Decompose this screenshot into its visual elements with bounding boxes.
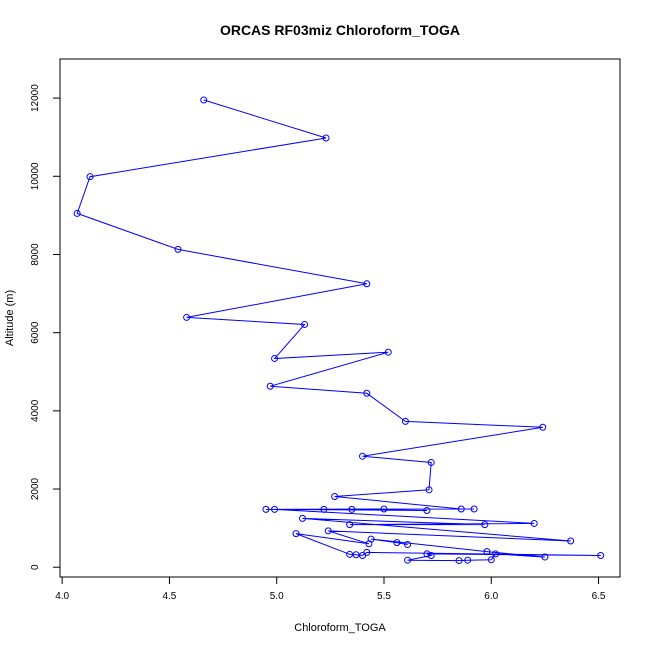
data-point bbox=[423, 507, 431, 515]
data-point bbox=[401, 417, 409, 425]
data-point bbox=[363, 389, 371, 397]
data-point bbox=[320, 505, 328, 513]
data-point bbox=[183, 313, 191, 321]
data-point bbox=[404, 541, 412, 549]
data-point bbox=[367, 535, 375, 543]
data-point bbox=[200, 96, 208, 104]
y-axis: 0 2000 4000 6000 8000 10000 12000 bbox=[30, 84, 60, 570]
data-point bbox=[271, 505, 279, 513]
chart-title: ORCAS RF03miz Chloroform_TOGA bbox=[220, 22, 460, 38]
x-tick-label: 4.0 bbox=[55, 591, 69, 602]
y-tick-label: 4000 bbox=[30, 399, 41, 422]
data-point bbox=[423, 550, 431, 558]
x-tick-label: 5.5 bbox=[377, 591, 391, 602]
plot-frame bbox=[59, 58, 621, 578]
data-point bbox=[352, 551, 360, 559]
data-point bbox=[348, 505, 356, 513]
data-point bbox=[298, 514, 306, 522]
data-point bbox=[331, 492, 339, 500]
data-point bbox=[470, 505, 478, 513]
y-tick-label: 2000 bbox=[30, 477, 41, 500]
data-point bbox=[363, 548, 371, 556]
data-point bbox=[464, 556, 472, 564]
data-point bbox=[174, 245, 182, 253]
y-axis-label: Altitude (m) bbox=[4, 290, 16, 346]
data-point bbox=[539, 423, 547, 431]
data-point bbox=[266, 382, 274, 390]
y-tick-label: 0 bbox=[30, 564, 41, 570]
data-point bbox=[384, 348, 392, 356]
data-point bbox=[455, 557, 463, 565]
data-point bbox=[427, 458, 435, 466]
data-point bbox=[541, 553, 549, 561]
x-tick-label: 5.0 bbox=[270, 591, 284, 602]
x-tick-label: 4.5 bbox=[162, 591, 176, 602]
data-point bbox=[380, 505, 388, 513]
data-point bbox=[393, 539, 401, 547]
data-point bbox=[492, 550, 500, 558]
data-point bbox=[530, 519, 538, 527]
x-axis: 4.0 4.5 5.0 5.5 6.0 6.5 bbox=[55, 577, 606, 602]
x-axis-label: Chloroform_TOGA bbox=[294, 622, 386, 634]
data-point bbox=[487, 556, 495, 564]
data-point bbox=[427, 551, 435, 559]
data-point bbox=[359, 452, 367, 460]
series-layer bbox=[73, 96, 605, 565]
data-point bbox=[597, 551, 605, 559]
data-point bbox=[86, 173, 94, 181]
data-point bbox=[262, 505, 270, 513]
x-tick-label: 6.0 bbox=[484, 591, 498, 602]
data-point bbox=[404, 556, 412, 564]
data-point bbox=[292, 530, 300, 538]
y-tick-label: 6000 bbox=[30, 321, 41, 344]
data-point bbox=[483, 548, 491, 556]
series-line bbox=[76, 99, 601, 562]
data-point bbox=[481, 521, 489, 529]
data-point bbox=[457, 505, 465, 513]
data-point bbox=[73, 209, 81, 217]
data-point bbox=[301, 320, 309, 328]
x-tick-label: 6.5 bbox=[592, 591, 606, 602]
y-tick-label: 10000 bbox=[30, 162, 41, 190]
y-tick-label: 8000 bbox=[30, 243, 41, 266]
data-point bbox=[425, 486, 433, 494]
data-point bbox=[346, 521, 354, 529]
data-point bbox=[363, 280, 371, 288]
data-point bbox=[324, 527, 332, 535]
y-tick-label: 12000 bbox=[30, 84, 41, 112]
data-point bbox=[271, 354, 279, 362]
data-point bbox=[567, 537, 575, 545]
data-point bbox=[322, 134, 330, 142]
